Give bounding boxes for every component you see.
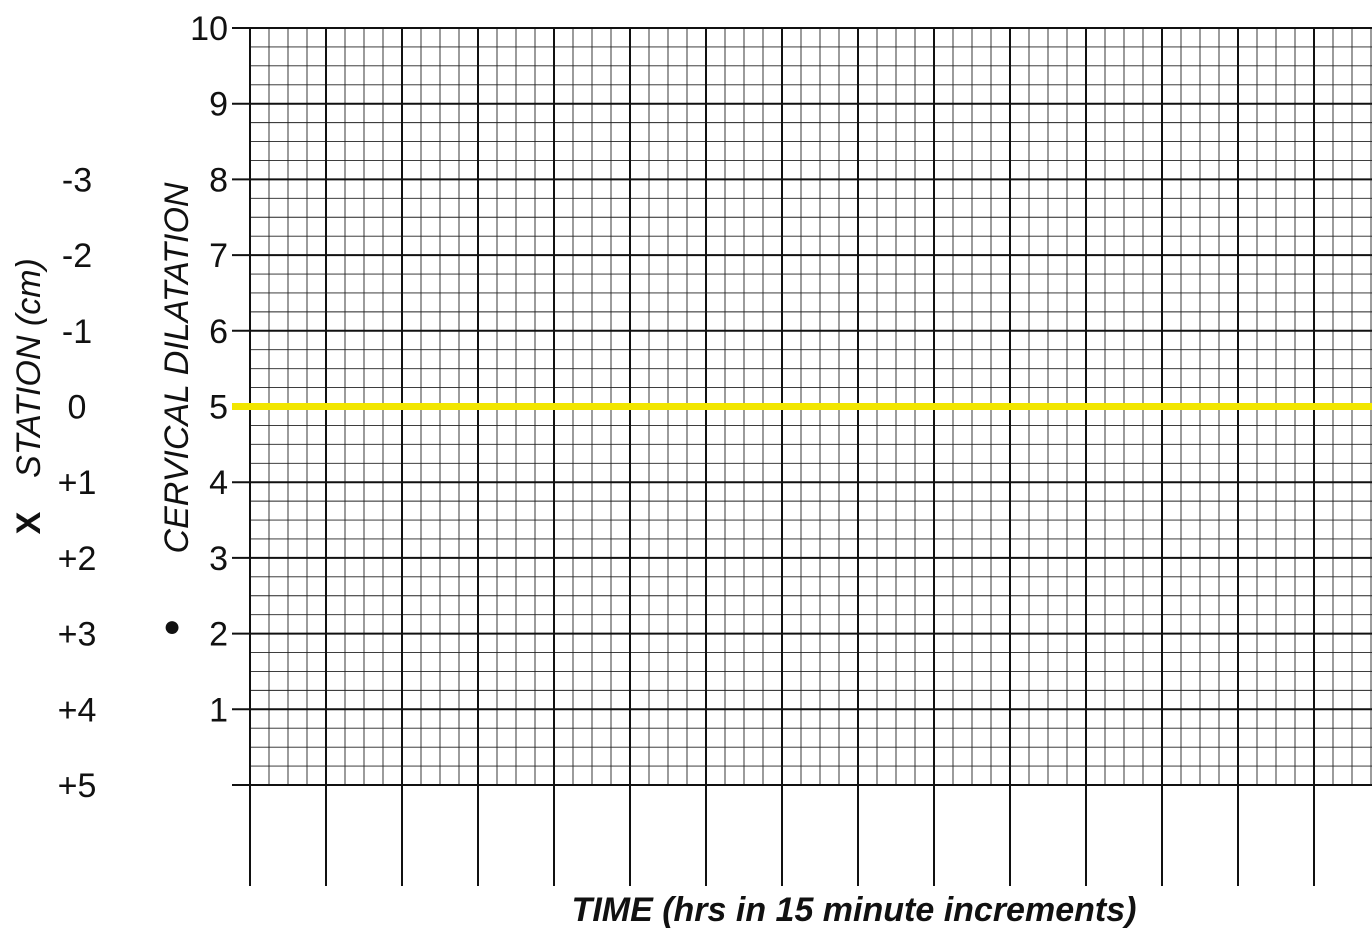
dilatation-tick-label: 6: [209, 313, 228, 351]
dilatation-tick-label: 2: [209, 616, 228, 654]
dilatation-tick-label: 7: [209, 237, 228, 275]
station-tick-label: +1: [58, 464, 97, 502]
station-tick-label: +3: [58, 616, 97, 654]
station-tick-label: 0: [68, 389, 87, 427]
station-marker-icon: X: [10, 511, 48, 534]
station-tick-label: +2: [58, 540, 97, 578]
station-tick-label: -2: [62, 237, 92, 275]
station-tick-label: +5: [58, 767, 97, 805]
time-ticks: [249, 785, 1315, 886]
station-tick-label: +4: [58, 691, 97, 729]
dilatation-tick-label: 10: [190, 10, 228, 48]
dilatation-tick-labels: 10 9 8 7 6 5 4 3 2 1: [190, 10, 228, 729]
dilatation-tick-label: 8: [209, 161, 228, 199]
dilatation-tick-label: 9: [209, 86, 228, 124]
x-axis-title: TIME (hrs in 15 minute increments): [572, 891, 1137, 928]
dilatation-tick-label: 5: [209, 389, 228, 427]
station-tick-label: -3: [62, 161, 92, 199]
y-axis-title-station: STATION (cm): [10, 258, 48, 478]
dilatation-tick-label: 4: [209, 464, 228, 502]
dilatation-marker-icon: ●: [163, 610, 181, 643]
dilatation-tick-label: 1: [209, 691, 228, 729]
station-tick-label: -1: [62, 313, 92, 351]
y-axis-title-dilatation: CERVICAL DILATATION: [158, 182, 196, 553]
station-tick-labels: -3 -2 -1 0 +1 +2 +3 +4 +5: [58, 161, 97, 805]
dilatation-tick-label: 3: [209, 540, 228, 578]
